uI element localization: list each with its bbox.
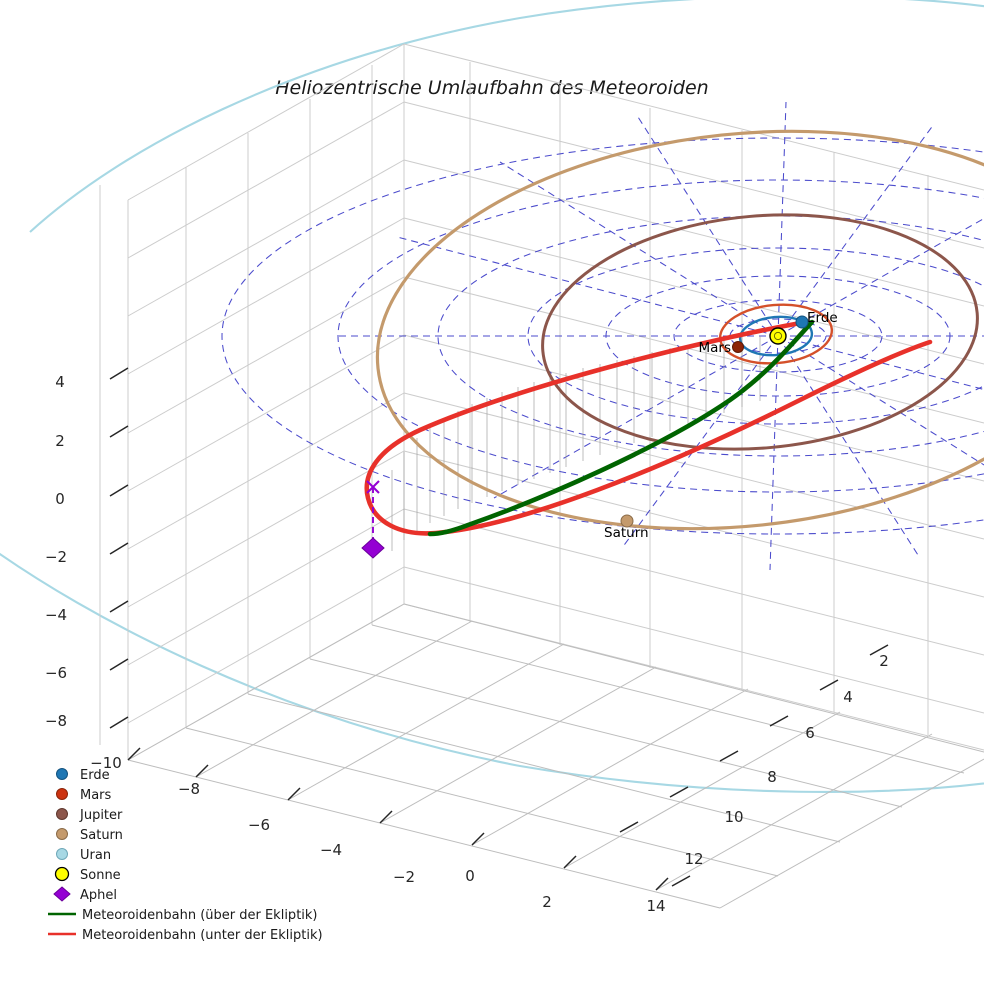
legend-marker-aphel-icon bbox=[53, 886, 71, 902]
x-tick: 2 bbox=[542, 893, 552, 911]
x-tick: −2 bbox=[393, 868, 415, 886]
legend-label: Sonne bbox=[80, 868, 121, 883]
aphel-projection-x-icon bbox=[366, 480, 380, 494]
y-axis-tick-labels: 2 4 6 8 10 12 14 bbox=[646, 652, 888, 915]
erde-label: Erde bbox=[807, 310, 838, 326]
erde-dot-icon[interactable] bbox=[795, 315, 809, 329]
legend-item-sonne[interactable]: Sonne bbox=[54, 866, 121, 884]
z-tick: 0 bbox=[55, 490, 65, 508]
orbit-erde bbox=[738, 315, 814, 357]
legend-marker-uran-icon bbox=[56, 848, 68, 860]
x-tick: −10 bbox=[90, 754, 122, 772]
legend-item-uran[interactable]: Uran bbox=[56, 848, 112, 863]
legend-marker-sonne-icon bbox=[54, 866, 70, 882]
y-tick: 10 bbox=[724, 808, 743, 826]
orbit-jupiter bbox=[541, 213, 979, 451]
z-tick: −4 bbox=[45, 606, 67, 624]
legend-marker-erde-icon bbox=[56, 768, 68, 780]
y-tick: 6 bbox=[805, 724, 815, 742]
sonne-dot-icon[interactable] bbox=[769, 327, 787, 345]
legend-item-trajectory-above[interactable]: Meteoroidenbahn (über der Ekliptik) bbox=[48, 908, 318, 923]
legend-item-saturn[interactable]: Saturn bbox=[56, 828, 123, 843]
aphel-diamond-icon[interactable] bbox=[361, 537, 385, 559]
planet-saturn[interactable]: Saturn bbox=[604, 514, 649, 541]
y-tick: 2 bbox=[879, 652, 889, 670]
x-axis-tick-labels: −10 −8 −6 −4 −2 0 2 bbox=[90, 754, 552, 911]
x-tick: −6 bbox=[248, 816, 270, 834]
x-tick: 0 bbox=[465, 867, 475, 885]
saturn-label: Saturn bbox=[604, 525, 649, 541]
legend-label: Saturn bbox=[80, 828, 123, 843]
legend-marker-jupiter-icon bbox=[56, 808, 68, 820]
planet-erde[interactable]: Erde bbox=[795, 310, 838, 329]
floor-grid bbox=[127, 603, 984, 909]
x-tick: −4 bbox=[320, 841, 342, 859]
legend-marker-saturn-icon bbox=[56, 828, 68, 840]
legend: Erde Mars Jupiter Saturn Uran Sonne bbox=[48, 768, 323, 943]
drop-lines bbox=[391, 336, 761, 551]
legend-item-jupiter[interactable]: Jupiter bbox=[56, 808, 124, 823]
legend-label: Mars bbox=[80, 788, 112, 803]
sonne-inner-ring-icon bbox=[773, 331, 783, 341]
legend-item-erde[interactable]: Erde bbox=[56, 768, 110, 783]
z-tick: 4 bbox=[55, 373, 65, 391]
x-tick: −8 bbox=[178, 780, 200, 798]
legend-label: Aphel bbox=[80, 888, 117, 903]
y-tick: 14 bbox=[646, 897, 665, 915]
sonne-marker[interactable] bbox=[769, 327, 787, 345]
orbit-saturn bbox=[375, 129, 984, 531]
z-tick: −2 bbox=[45, 548, 67, 566]
z-axis-tick-labels: 4 2 0 −2 −4 −6 −8 bbox=[45, 373, 67, 730]
trajectory-above-ecliptic bbox=[427, 319, 815, 537]
trajectory-below-ecliptic bbox=[364, 319, 933, 536]
legend-label: Jupiter bbox=[79, 808, 123, 823]
legend-label: Uran bbox=[80, 848, 111, 863]
legend-marker-mars-icon bbox=[56, 788, 68, 800]
legend-item-aphel[interactable]: Aphel bbox=[53, 886, 117, 903]
legend-item-trajectory-below[interactable]: Meteoroidenbahn (unter der Ekliptik) bbox=[48, 928, 323, 943]
saturn-dot-icon[interactable] bbox=[620, 514, 634, 528]
z-tick: −6 bbox=[45, 664, 67, 682]
legend-label: Erde bbox=[80, 768, 110, 783]
z-tick: 2 bbox=[55, 432, 65, 450]
orbit-uran bbox=[0, 0, 984, 793]
y-tick: 8 bbox=[767, 768, 777, 786]
legend-label: Meteoroidenbahn (unter der Ekliptik) bbox=[82, 928, 323, 943]
aphel-marker-group bbox=[361, 480, 385, 559]
tick-marks bbox=[109, 367, 889, 891]
mars-label: Mars bbox=[698, 340, 731, 356]
z-tick: −8 bbox=[45, 712, 67, 730]
planet-mars[interactable]: Mars bbox=[698, 340, 744, 356]
y-tick: 12 bbox=[684, 850, 703, 868]
mars-dot-icon[interactable] bbox=[732, 341, 744, 353]
legend-label: Meteoroidenbahn (über der Ekliptik) bbox=[82, 908, 318, 923]
y-tick: 4 bbox=[843, 688, 853, 706]
legend-item-mars[interactable]: Mars bbox=[56, 788, 112, 803]
